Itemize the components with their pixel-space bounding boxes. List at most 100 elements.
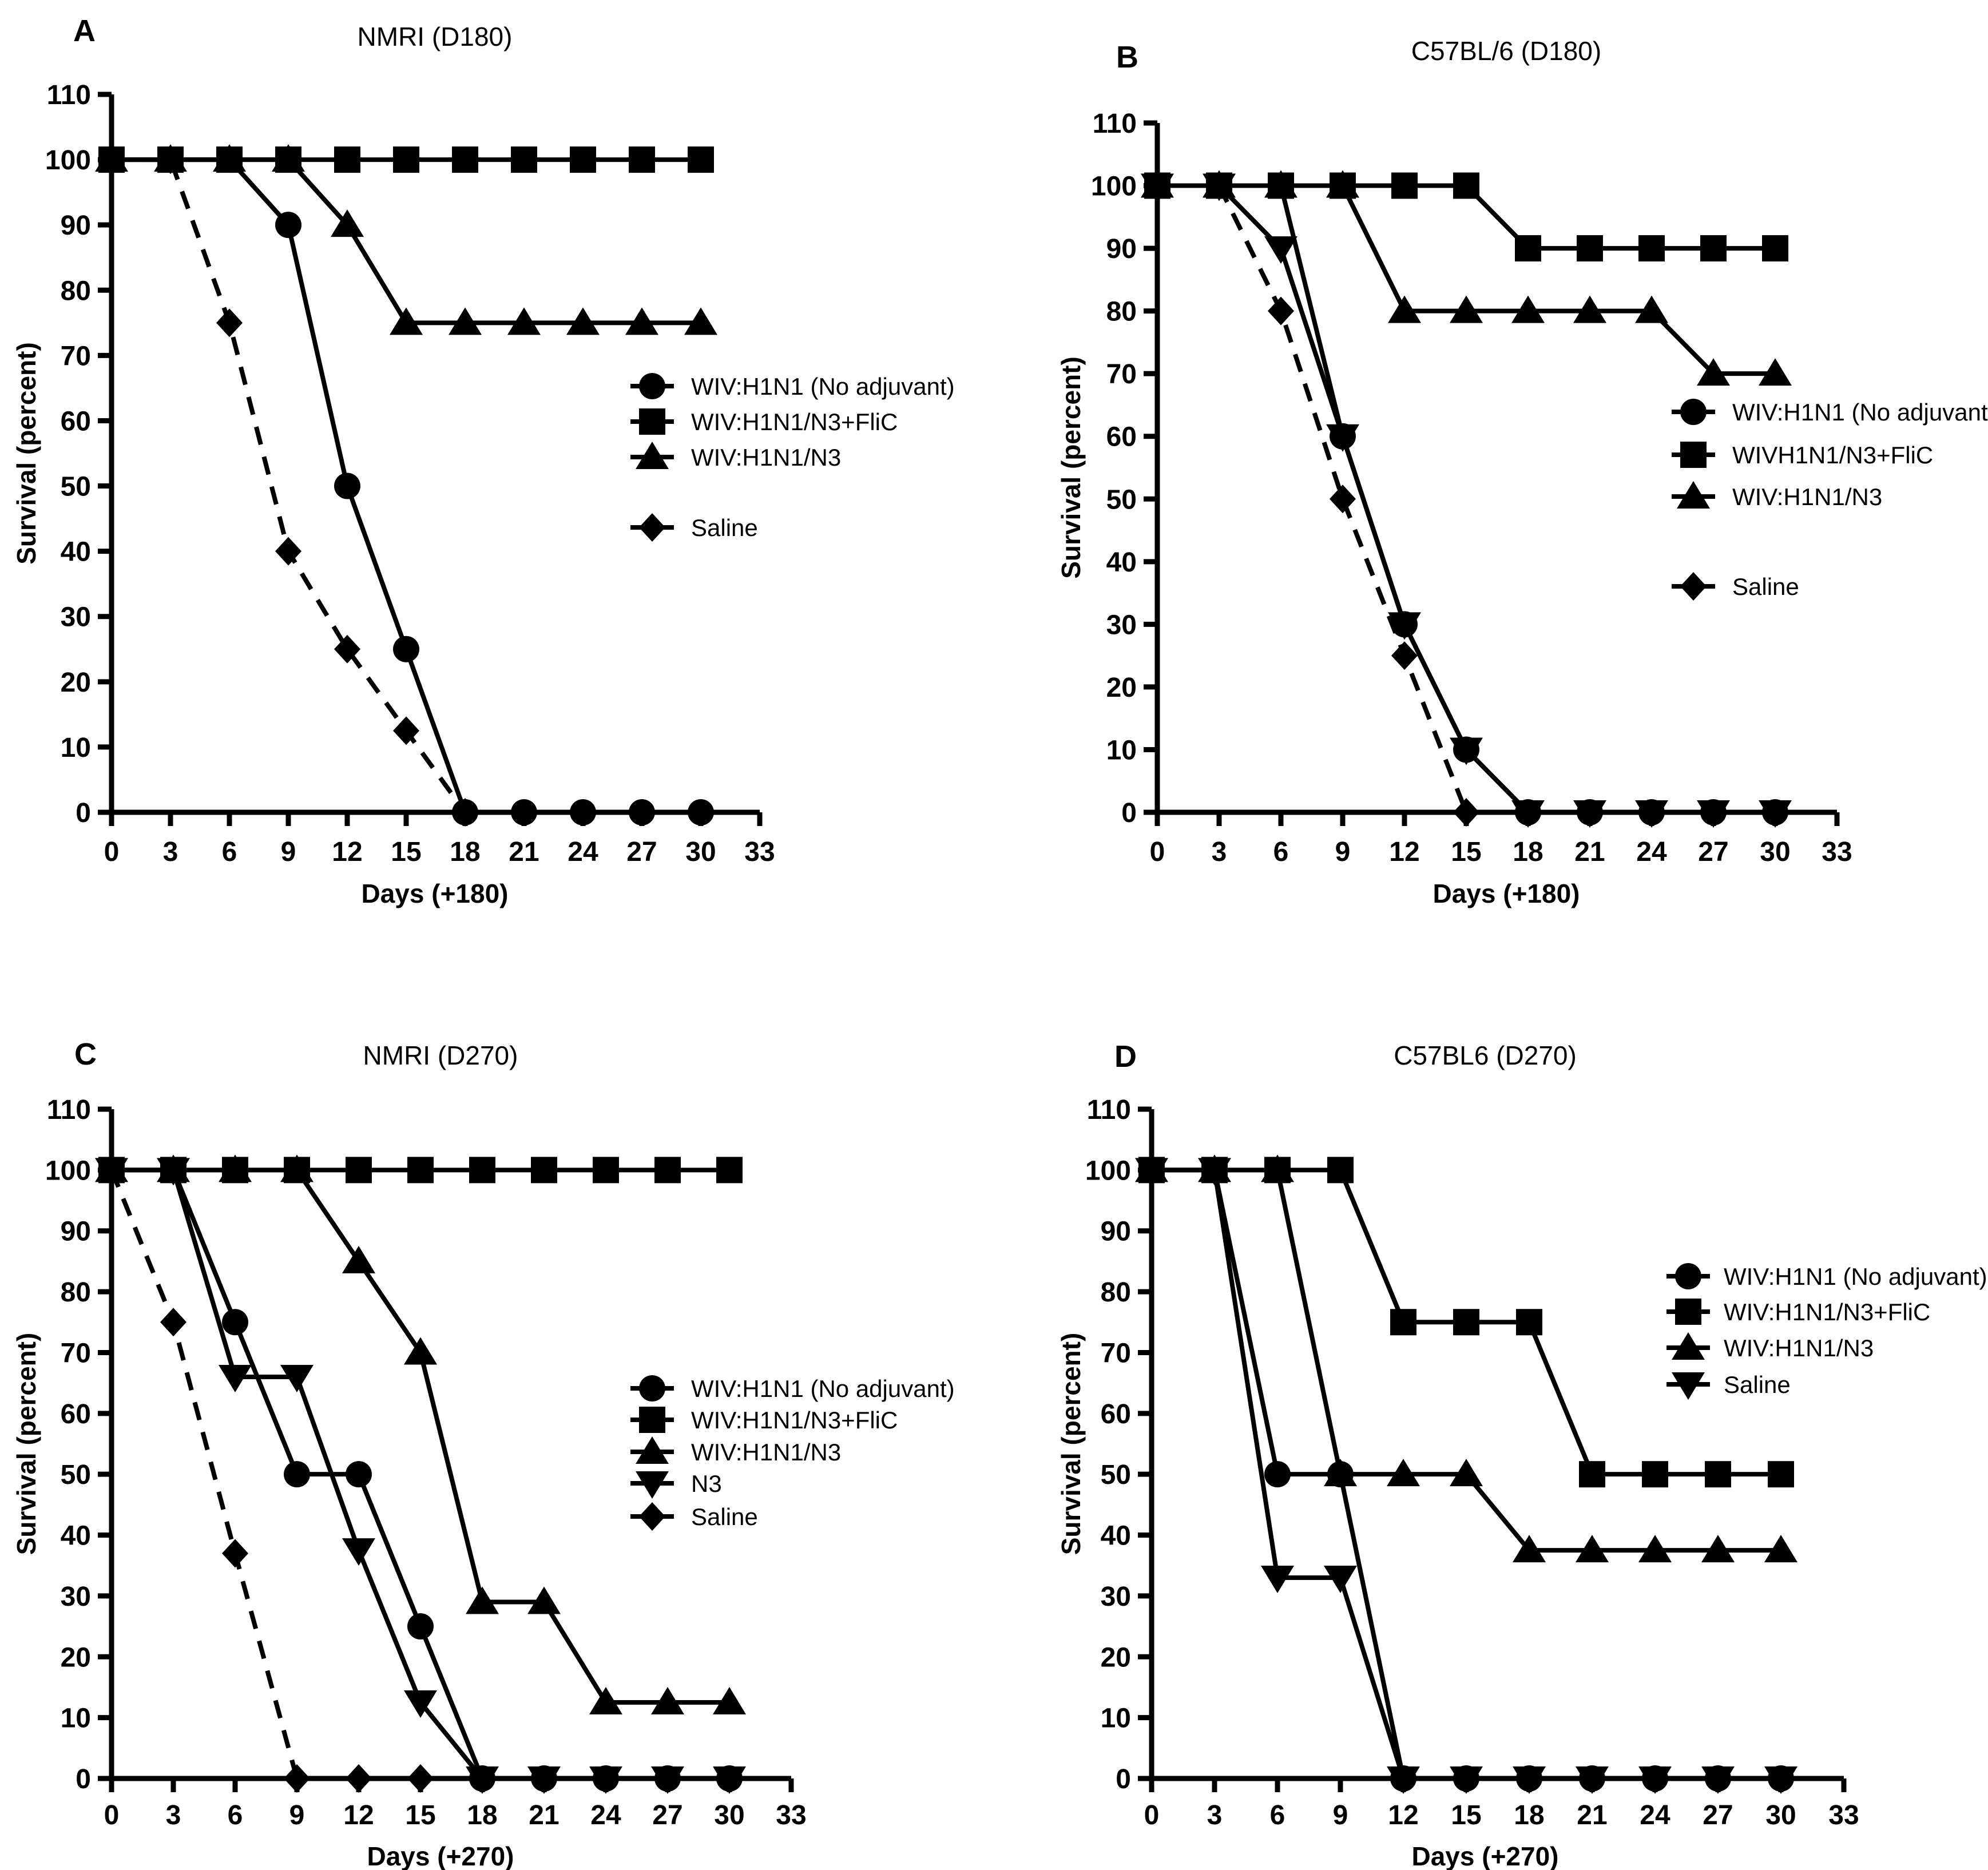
square-marker bbox=[654, 1157, 681, 1184]
x-tick-label: 27 bbox=[1703, 1800, 1733, 1831]
square-marker bbox=[1268, 172, 1294, 199]
triangle-up-marker bbox=[1576, 1535, 1609, 1563]
square-marker bbox=[570, 146, 596, 173]
legend: WIV:H1N1 (No adjuvant) WIVH1N1/N3+FliC WIV… bbox=[1672, 399, 1988, 601]
legend-triangle-down-icon bbox=[1672, 1372, 1705, 1400]
series-Saline bbox=[98, 1156, 434, 1793]
legend-item: WIV:H1N1 (No adjuvant) bbox=[1672, 399, 1988, 426]
legend-item: WIV:H1N1/N3 bbox=[1672, 481, 1882, 510]
y-tick-label: 50 bbox=[1101, 1460, 1131, 1490]
y-tick-label: 80 bbox=[61, 1277, 91, 1308]
legend-diamond-icon bbox=[1680, 572, 1707, 601]
y-tick-label: 90 bbox=[61, 211, 91, 241]
triangle-up-marker bbox=[713, 1687, 746, 1715]
legend-item: Saline bbox=[630, 1502, 758, 1531]
diamond-marker bbox=[1453, 798, 1479, 827]
chart-A: A NMRI (D180) Days (+180) Survival (percent… bbox=[11, 14, 955, 908]
y-tick-label: 70 bbox=[61, 1338, 91, 1368]
circle-marker bbox=[1453, 1765, 1479, 1792]
triangle-up-marker bbox=[390, 307, 423, 335]
y-tick-label: 70 bbox=[1106, 359, 1137, 390]
circle-marker bbox=[1638, 799, 1665, 825]
x-tick-label: 21 bbox=[509, 837, 539, 867]
triangle-up-marker bbox=[449, 307, 482, 335]
x-tick-label: 9 bbox=[289, 1800, 305, 1831]
x-tick-label: 27 bbox=[652, 1800, 682, 1831]
square-marker bbox=[1700, 235, 1727, 262]
legend-label: Saline bbox=[1724, 1371, 1791, 1398]
x-tick-label: 33 bbox=[1828, 1800, 1859, 1831]
triangle-down-marker bbox=[219, 1365, 252, 1392]
square-marker bbox=[1453, 172, 1479, 199]
x-tick-label: 12 bbox=[1389, 837, 1419, 867]
legend-label: Saline bbox=[1732, 573, 1799, 600]
y-tick-label: 100 bbox=[1085, 1156, 1131, 1186]
legend-square-icon bbox=[639, 408, 665, 435]
circle-marker bbox=[346, 1461, 372, 1488]
square-marker bbox=[629, 146, 655, 173]
triangle-up-marker bbox=[1764, 1535, 1797, 1563]
y-tick-label: 40 bbox=[61, 537, 91, 567]
square-marker bbox=[1201, 1157, 1228, 1184]
x-tick-label: 15 bbox=[405, 1800, 435, 1831]
legend-triangle-up-icon bbox=[1677, 481, 1710, 509]
square-marker bbox=[275, 146, 301, 173]
legend-circle-icon bbox=[1680, 399, 1707, 425]
y-tick-label: 50 bbox=[61, 472, 91, 502]
square-marker bbox=[1577, 235, 1603, 262]
x-tick-label: 0 bbox=[104, 1800, 120, 1831]
square-marker bbox=[1642, 1461, 1668, 1488]
y-tick-label: 90 bbox=[1101, 1217, 1131, 1247]
circle-marker bbox=[1705, 1765, 1731, 1792]
legend: WIV:H1N1 (No adjuvant) WIV:H1N1/N3+FliC WI… bbox=[630, 1375, 955, 1531]
square-marker bbox=[334, 146, 360, 173]
legend-triangle-up-icon bbox=[1672, 1332, 1705, 1360]
y-tick-label: 60 bbox=[1106, 422, 1137, 452]
square-marker bbox=[1516, 1309, 1542, 1336]
circle-marker bbox=[407, 1613, 434, 1640]
y-tick-label: 10 bbox=[61, 733, 91, 763]
triangle-up-marker bbox=[1701, 1535, 1735, 1563]
legend-label: WIVH1N1/N3+FliC bbox=[1732, 442, 1933, 469]
circle-marker bbox=[1577, 799, 1603, 825]
triangle-down-marker bbox=[342, 1538, 375, 1566]
x-tick-label: 0 bbox=[1144, 1800, 1160, 1831]
diamond-marker bbox=[160, 1308, 187, 1337]
x-tick-label: 15 bbox=[1451, 1800, 1481, 1831]
panel-title: C57BL6 (D270) bbox=[1394, 1041, 1577, 1070]
x-tick-label: 15 bbox=[391, 837, 421, 867]
triangle-up-marker bbox=[625, 307, 658, 335]
legend-square-icon bbox=[639, 1407, 665, 1433]
legend-label: WIV:H1N1 (No adjuvant) bbox=[1724, 1263, 1987, 1290]
series-WIV:H1N1/N3+FliC bbox=[98, 146, 714, 173]
y-tick-label: 110 bbox=[1087, 1095, 1131, 1125]
x-tick-label: 3 bbox=[166, 1800, 181, 1831]
x-tick-label: 18 bbox=[450, 837, 480, 867]
panel-B: B C57BL/6 (D180) Days (+180) Survival (perc… bbox=[994, 0, 1988, 932]
y-tick-label: 20 bbox=[1106, 673, 1137, 703]
x-axis-label: Days (+270) bbox=[1412, 1841, 1559, 1870]
diamond-marker bbox=[334, 634, 360, 664]
legend: WIV:H1N1 (No adjuvant) WIV:H1N1/N3+FliC WI… bbox=[1666, 1263, 1987, 1400]
circle-marker bbox=[1391, 611, 1418, 638]
y-tick-label: 80 bbox=[1101, 1277, 1131, 1308]
x-tick-label: 9 bbox=[281, 837, 296, 867]
x-tick-label: 21 bbox=[529, 1800, 559, 1831]
x-tick-label: 18 bbox=[467, 1800, 497, 1831]
diamond-marker bbox=[1268, 296, 1294, 325]
panel-letter: A bbox=[73, 14, 96, 48]
legend-item: WIV:H1N1 (No adjuvant) bbox=[1666, 1263, 1987, 1290]
square-marker bbox=[157, 146, 184, 173]
x-tick-label: 12 bbox=[332, 837, 362, 867]
chart-D: D C57BL6 (D270) Days (+270) Survival (perce… bbox=[1056, 1039, 1987, 1870]
y-tick-label: 70 bbox=[61, 341, 91, 371]
triangle-up-marker bbox=[1388, 295, 1421, 323]
y-tick-label: 20 bbox=[61, 668, 91, 698]
triangle-down-marker bbox=[404, 1690, 437, 1718]
square-marker bbox=[469, 1157, 495, 1184]
x-tick-label: 33 bbox=[744, 837, 775, 867]
y-tick-label: 60 bbox=[1101, 1399, 1131, 1430]
legend-label: Saline bbox=[691, 514, 758, 541]
y-tick-label: 110 bbox=[1093, 109, 1137, 139]
square-marker bbox=[1638, 235, 1665, 262]
